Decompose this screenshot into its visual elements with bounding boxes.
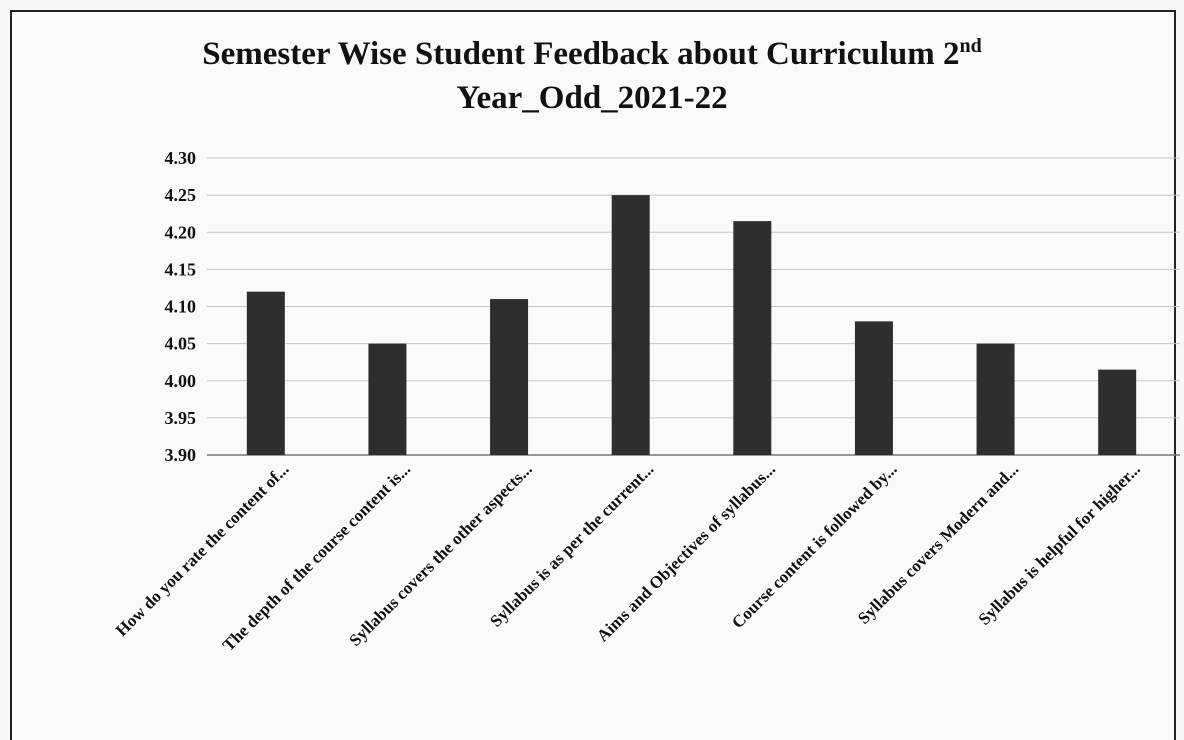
chart-title-line2: Year_Odd_2021-22 xyxy=(456,80,728,116)
chart-title-main: Semester Wise Student Feedback about Cur… xyxy=(202,36,960,72)
bar xyxy=(733,221,772,455)
y-tick-label: 4.15 xyxy=(165,259,197,279)
y-tick-label: 4.20 xyxy=(165,222,197,242)
bar xyxy=(1098,369,1137,455)
y-tick-label: 3.95 xyxy=(165,408,197,428)
bar xyxy=(854,321,893,455)
y-tick-label: 4.30 xyxy=(165,148,197,168)
bar xyxy=(611,195,650,455)
bar xyxy=(246,291,285,455)
bar xyxy=(976,343,1015,455)
chart-title-sup: nd xyxy=(959,35,982,57)
y-tick-label: 4.00 xyxy=(165,371,197,391)
y-tick-label: 4.25 xyxy=(165,185,197,205)
y-tick-label: 4.05 xyxy=(165,334,197,354)
y-tick-label: 4.10 xyxy=(165,297,197,317)
x-category-label: The depth of the course content is... xyxy=(219,459,414,654)
bar xyxy=(368,343,407,455)
y-tick-label: 3.90 xyxy=(165,445,197,465)
bar xyxy=(490,299,529,455)
chart-title: Semester Wise Student Feedback about Cur… xyxy=(0,32,1184,120)
